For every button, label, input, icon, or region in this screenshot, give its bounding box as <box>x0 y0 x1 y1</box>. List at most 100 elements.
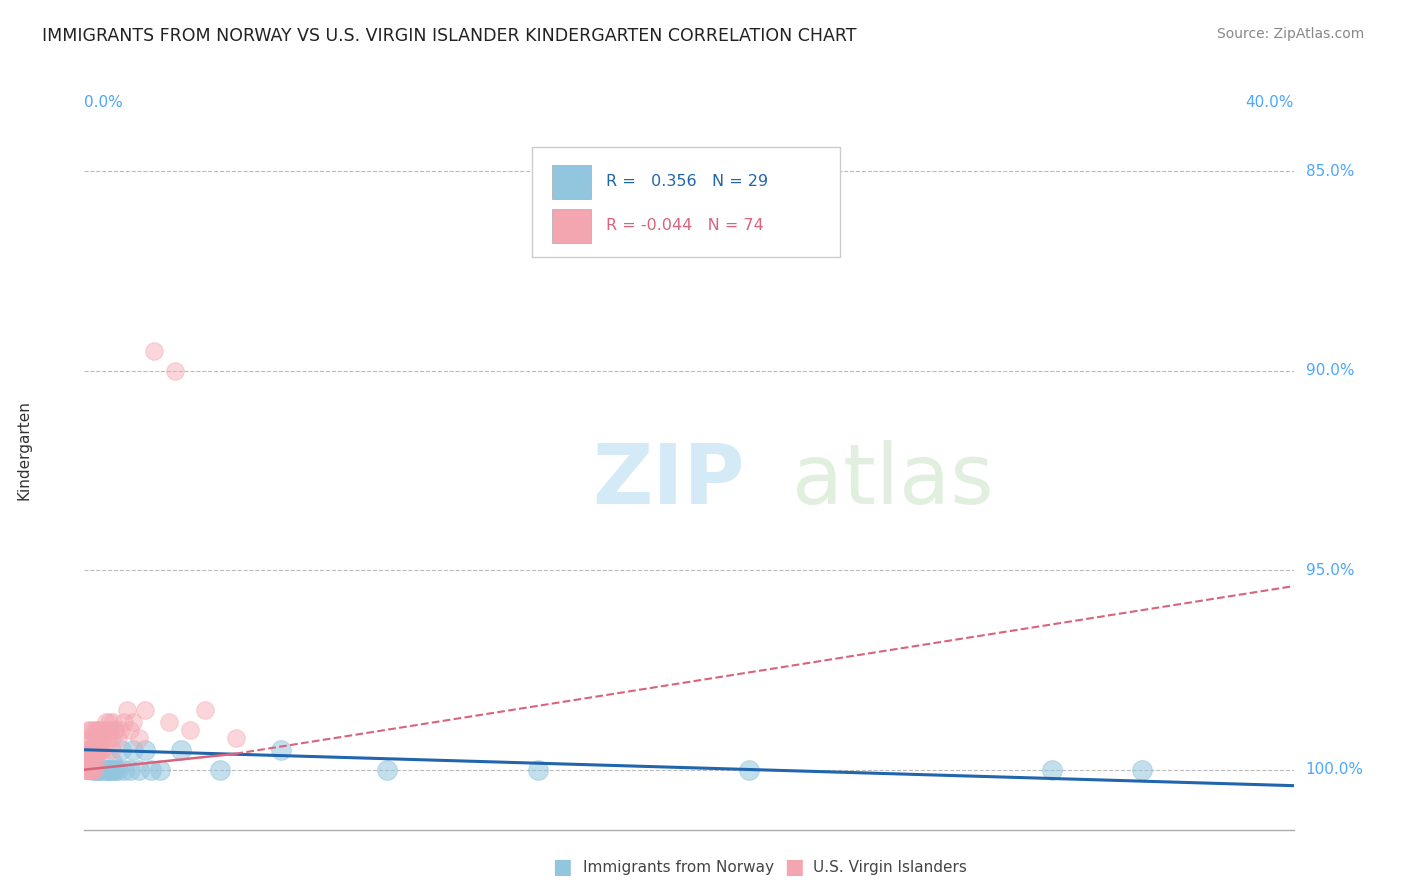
Point <box>90 731 112 745</box>
Point <box>1132 763 1154 777</box>
Point <box>84 763 107 777</box>
Point <box>225 731 247 745</box>
Point <box>527 763 550 777</box>
Point <box>157 714 180 729</box>
Text: ■: ■ <box>785 857 804 877</box>
Point <box>89 763 111 777</box>
Point <box>75 763 97 777</box>
Text: 40.0%: 40.0% <box>1246 95 1294 111</box>
Point <box>75 763 97 777</box>
Point <box>98 763 121 777</box>
Point <box>170 743 193 757</box>
Point <box>89 731 111 745</box>
Point <box>76 763 98 777</box>
Point <box>91 731 114 745</box>
Point <box>77 763 100 777</box>
FancyBboxPatch shape <box>531 147 841 257</box>
Point <box>80 743 103 757</box>
Point <box>79 731 101 745</box>
Point <box>76 743 98 757</box>
Point <box>107 731 129 745</box>
Text: ■: ■ <box>553 857 572 877</box>
Text: 95.0%: 95.0% <box>1306 563 1354 578</box>
Point <box>87 723 110 737</box>
Text: 90.0%: 90.0% <box>1306 363 1354 378</box>
Point <box>80 763 103 777</box>
Point <box>76 755 98 769</box>
Point <box>82 743 104 757</box>
Point <box>149 763 172 777</box>
Point <box>80 731 103 745</box>
Text: 100.0%: 100.0% <box>1306 762 1364 777</box>
Point <box>90 723 112 737</box>
Point <box>77 723 100 737</box>
Point <box>134 743 156 757</box>
Point <box>270 743 292 757</box>
Point <box>1040 763 1063 777</box>
Point <box>110 723 132 737</box>
Text: 85.0%: 85.0% <box>1306 163 1354 178</box>
Point <box>91 763 114 777</box>
Point <box>86 723 108 737</box>
Point <box>134 703 156 717</box>
Point <box>77 743 100 757</box>
Text: Immigrants from Norway: Immigrants from Norway <box>583 860 775 874</box>
Point <box>83 763 105 777</box>
Point <box>94 763 117 777</box>
Point <box>89 723 111 737</box>
Point <box>82 743 104 757</box>
Point <box>100 731 122 745</box>
Point <box>87 743 110 757</box>
Point <box>94 723 117 737</box>
Point <box>80 763 103 777</box>
Point <box>738 763 761 777</box>
Text: U.S. Virgin Islanders: U.S. Virgin Islanders <box>813 860 966 874</box>
Point <box>79 743 101 757</box>
Point <box>82 755 104 769</box>
Point <box>76 763 98 777</box>
Point <box>77 755 100 769</box>
Point <box>84 755 107 769</box>
Point <box>83 743 105 757</box>
Point <box>96 763 118 777</box>
Point <box>84 731 107 745</box>
Point <box>82 763 104 777</box>
Point <box>86 731 108 745</box>
Point <box>100 743 122 757</box>
Point <box>77 755 100 769</box>
Point <box>86 743 108 757</box>
Point <box>101 714 124 729</box>
Point <box>209 763 232 777</box>
Text: R =   0.356   N = 29: R = 0.356 N = 29 <box>606 174 768 189</box>
Point <box>165 364 187 378</box>
Point <box>118 763 141 777</box>
Point <box>110 743 132 757</box>
Point <box>96 731 118 745</box>
Point <box>128 763 150 777</box>
Point <box>82 723 104 737</box>
Point <box>79 763 101 777</box>
Point <box>118 723 141 737</box>
Point <box>115 703 138 717</box>
Point <box>84 743 107 757</box>
Text: IMMIGRANTS FROM NORWAY VS U.S. VIRGIN ISLANDER KINDERGARTEN CORRELATION CHART: IMMIGRANTS FROM NORWAY VS U.S. VIRGIN IS… <box>42 27 856 45</box>
Point <box>139 763 162 777</box>
Text: atlas: atlas <box>792 441 994 521</box>
Point <box>101 763 124 777</box>
Point <box>87 763 110 777</box>
Point <box>104 763 127 777</box>
Text: R = -0.044   N = 74: R = -0.044 N = 74 <box>606 218 763 233</box>
Point <box>179 723 201 737</box>
Point <box>97 714 120 729</box>
Point <box>98 723 121 737</box>
Point <box>90 743 112 757</box>
Point <box>121 743 143 757</box>
Point <box>91 743 114 757</box>
Point <box>107 763 129 777</box>
Point <box>194 703 217 717</box>
Point <box>97 731 120 745</box>
Point <box>121 714 143 729</box>
Point <box>76 743 98 757</box>
Point <box>112 763 135 777</box>
Point <box>80 755 103 769</box>
